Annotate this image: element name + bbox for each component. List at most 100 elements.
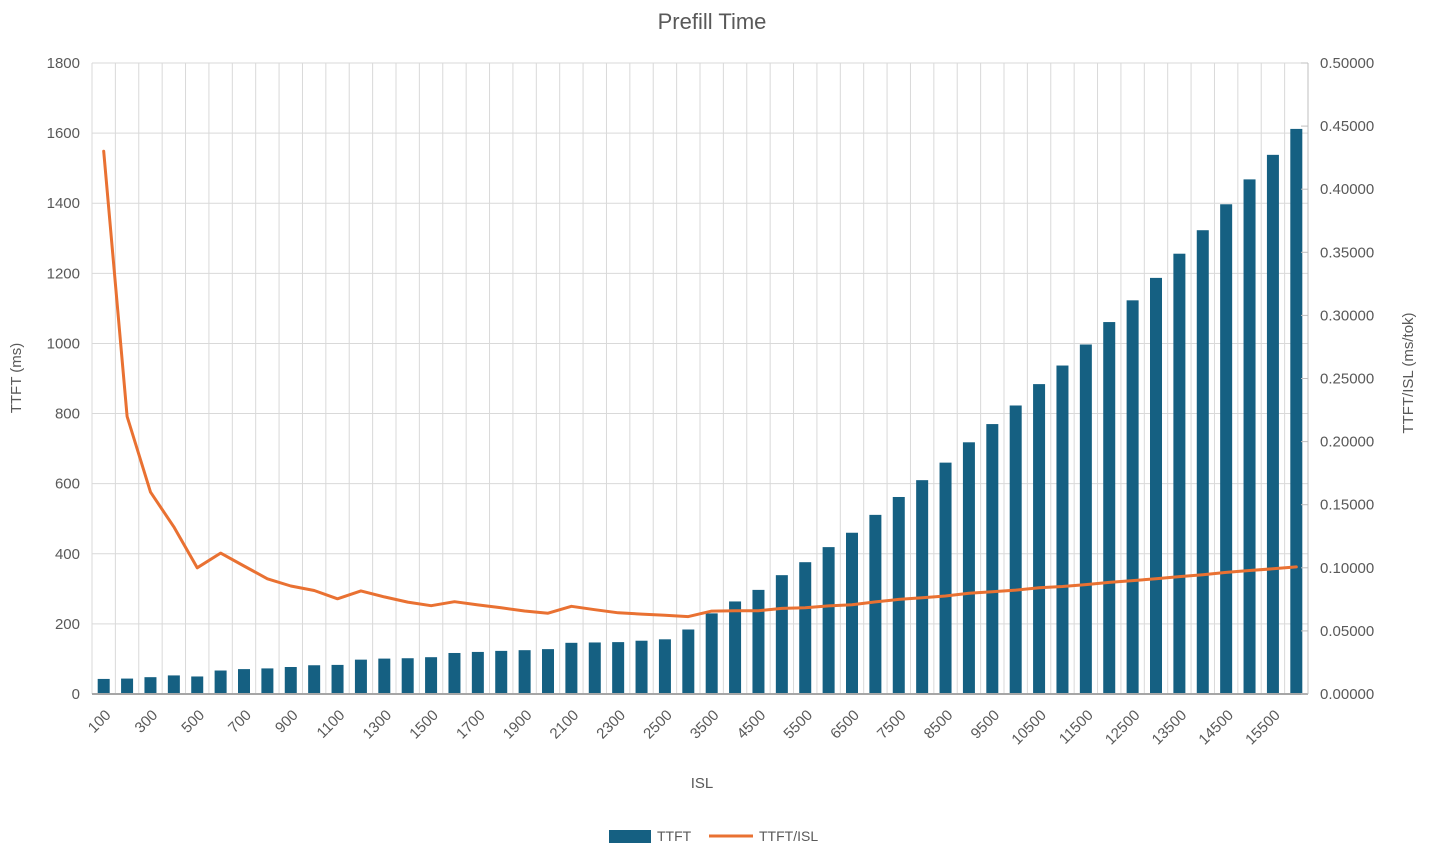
ttft-bar [167,675,180,694]
ttft-bar [939,462,952,694]
left-axis-tick-label: 800 [55,406,80,423]
ttft-bar [986,424,999,694]
ttft-bar [1220,204,1233,694]
x-axis-tick-label: 1700 [453,707,489,743]
ttft-bar [261,668,274,694]
ttft-bar [1290,128,1303,695]
ttft-bar [846,532,858,694]
ttft-bar [542,649,554,694]
ttft-bar [775,575,788,694]
ttft-bar [331,664,344,694]
ttft-bar [495,650,508,694]
ttft-bar [471,651,484,694]
ttft-bar [565,642,578,694]
right-axis-tick-label: 0.30000 [1320,307,1374,324]
x-axis-tick-label: 4500 [734,707,770,743]
ttft-bar [401,658,414,694]
ttft-bar [869,514,882,694]
x-axis-tick-label: 9500 [968,707,1004,743]
ttft-bar [588,642,601,694]
ttft-bar [378,658,391,694]
ttft-bar [916,480,929,694]
x-axis-tick-label: 100 [85,707,115,737]
ttft-bar [121,678,134,694]
ttft-bar [191,676,204,694]
x-axis-tick-label: 300 [132,707,162,737]
ttft-bar [1079,344,1092,694]
x-axis-tick-label: 12500 [1102,707,1144,749]
chart-title: Prefill Time [658,9,767,34]
right-axis-tick-label: 0.40000 [1320,181,1374,198]
x-axis-tick-label: 13500 [1149,707,1191,749]
ttft-bar [892,496,905,694]
x-axis-tick-label: 500 [178,707,208,737]
x-axis-tick-label: 15500 [1242,707,1284,749]
ttft-bar [635,640,648,694]
left-axis-tick-label: 1400 [47,195,80,212]
ttft-bar [97,678,110,694]
ttft-bar [1196,230,1209,694]
ttft-bar [1056,365,1069,694]
right-axis-tick-label: 0.10000 [1320,560,1374,577]
left-axis-tick-label: 600 [55,476,80,493]
ttft-per-isl-polyline [102,149,1298,619]
ttft-bar [1243,179,1256,694]
right-axis-tick-label: 0.15000 [1320,497,1374,514]
x-axis-tick-label: 11500 [1056,707,1097,748]
x-axis-tick-label: 2300 [593,707,629,743]
ttft-bar [1150,277,1162,694]
left-axis-tick-label: 1000 [47,335,80,352]
left-axis-tick-label: 400 [55,546,80,563]
ttft-bar [962,442,975,694]
ttft-bar [518,650,531,694]
ttft-bar [1009,405,1022,694]
x-axis-tick-label: 8500 [921,707,957,743]
ttft-bar [1173,253,1186,695]
ttft-bar [658,639,671,694]
right-axis-title: TTFT/ISL (ms/tok) [1400,312,1417,433]
x-axis-tick-label: 6500 [827,707,863,743]
ttft-bar [354,659,367,694]
ttft-bar [1033,384,1046,694]
ttft-bar [1126,300,1139,694]
ttft-bar [1103,322,1116,694]
left-axis-tick-label: 1200 [47,265,80,282]
legend-ttft-label: TTFT [657,828,692,844]
ttft-bar [612,642,625,694]
gridlines [91,62,1309,694]
right-axis-tick-label: 0.05000 [1320,623,1374,640]
left-axis-title: TTFT (ms) [8,343,25,414]
ttft-bar [822,547,835,694]
ttft-bar [682,629,695,694]
ttft-bar [214,670,227,694]
right-axis-tick-label: 0.00000 [1320,686,1374,703]
x-axis-tick-label: 14500 [1195,707,1237,749]
left-axis-tick-label: 1800 [47,55,80,72]
ttft-bar [425,657,438,694]
ttft-bar [705,613,718,694]
x-axis-tick-label: 900 [272,707,302,737]
x-axis-title: ISL [691,775,714,792]
right-axis-tick-label: 0.45000 [1320,118,1374,135]
x-axis-tick-label: 700 [225,707,255,737]
ttft-bar [308,665,321,694]
legend: TTFT TTFT/ISL [609,828,818,844]
left-axis-tick-label: 0 [72,686,80,703]
right-axis-tick-label: 0.20000 [1320,434,1374,451]
ttft-per-isl-line [102,149,1298,619]
x-axis-tick-label: 7500 [874,707,910,743]
left-axis-tick-label: 1600 [47,125,80,142]
ttft-bar [1266,154,1279,694]
x-axis-tick-label: 2100 [547,707,583,743]
ttft-bar [284,667,297,694]
x-axis-tick-label: 5500 [780,707,816,743]
x-axis-tick-label: 1100 [314,707,349,742]
ttft-bar [752,589,765,694]
ttft-bar [238,669,250,694]
right-axis-tick-label: 0.35000 [1320,244,1374,261]
x-axis-tick-label: 1500 [406,707,442,743]
ttft-bar [729,601,742,694]
left-axis-tick-label: 200 [55,616,80,633]
ttft-bar [799,562,812,694]
